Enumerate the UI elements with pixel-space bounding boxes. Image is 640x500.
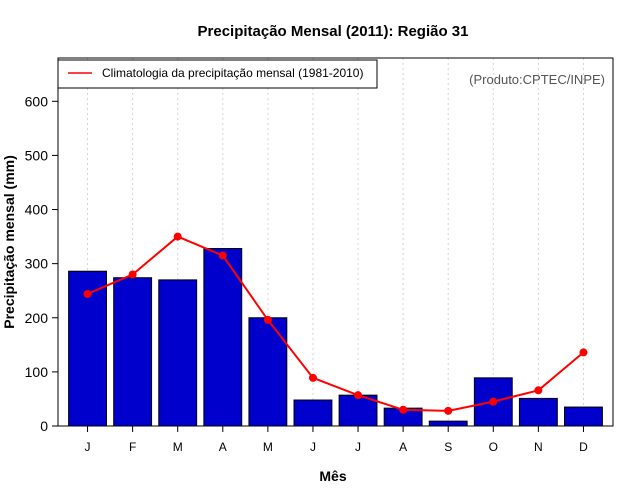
legend-entry-climatology: Climatologia da precipitação mensal (198…	[102, 66, 363, 80]
bar-f-2	[113, 277, 153, 427]
y-tick-label: 500	[25, 147, 49, 163]
climatology-point	[173, 232, 182, 241]
bar-m-3	[158, 279, 198, 427]
x-tick-label: F	[129, 440, 136, 454]
x-tick-label: S	[444, 440, 452, 454]
x-tick-label: J	[355, 440, 361, 454]
bars-group	[68, 247, 603, 427]
y-tick-label: 100	[25, 364, 49, 380]
bar-s-9	[428, 420, 468, 427]
bar-n-11	[518, 397, 558, 427]
bar-j-6	[293, 399, 333, 427]
y-tick-label: 300	[25, 256, 49, 272]
bar-d-12	[564, 406, 603, 427]
climatology-point	[399, 405, 408, 414]
bar-m-5	[248, 317, 288, 427]
x-tick-label: J	[85, 440, 91, 454]
y-tick-label: 400	[25, 202, 49, 218]
climatology-point	[534, 386, 543, 395]
credit-annotation: (Produto:CPTEC/INPE)	[469, 72, 605, 87]
climatology-point	[218, 251, 227, 260]
bar-a-4	[203, 247, 243, 427]
x-tick-label: J	[310, 440, 316, 454]
climatology-point	[354, 391, 363, 400]
x-axis-title: Mês	[319, 468, 346, 484]
climatology-point	[308, 373, 317, 382]
plot-frame	[57, 57, 614, 427]
climatology-point	[444, 406, 453, 415]
climatology-point	[128, 270, 137, 279]
x-tick-label: O	[489, 440, 498, 454]
climatology-point	[263, 315, 272, 324]
x-tick-label: N	[534, 440, 543, 454]
climatology-point	[579, 348, 588, 357]
x-tick-label: A	[399, 440, 407, 454]
y-axis: 0 100 200 300 400 500 600	[25, 93, 58, 434]
x-tick-label: A	[219, 440, 227, 454]
chart-title: Precipitação Mensal (2011): Região 31	[198, 23, 469, 40]
climatology-line-group	[83, 232, 588, 415]
y-axis-title: Precipitação mensal (mm)	[1, 155, 17, 329]
climatology-point	[489, 397, 498, 406]
x-tick-label: M	[173, 440, 183, 454]
y-tick-label: 0	[40, 418, 48, 434]
y-tick-label: 200	[25, 310, 49, 326]
x-tick-label: D	[579, 440, 588, 454]
climatology-line	[87, 235, 585, 412]
legend: Climatologia da precipitação mensal (198…	[57, 59, 378, 89]
y-tick-label: 600	[25, 93, 49, 109]
x-tick-label: M	[263, 440, 273, 454]
legend-box	[57, 59, 378, 89]
climatology-point	[83, 289, 92, 298]
